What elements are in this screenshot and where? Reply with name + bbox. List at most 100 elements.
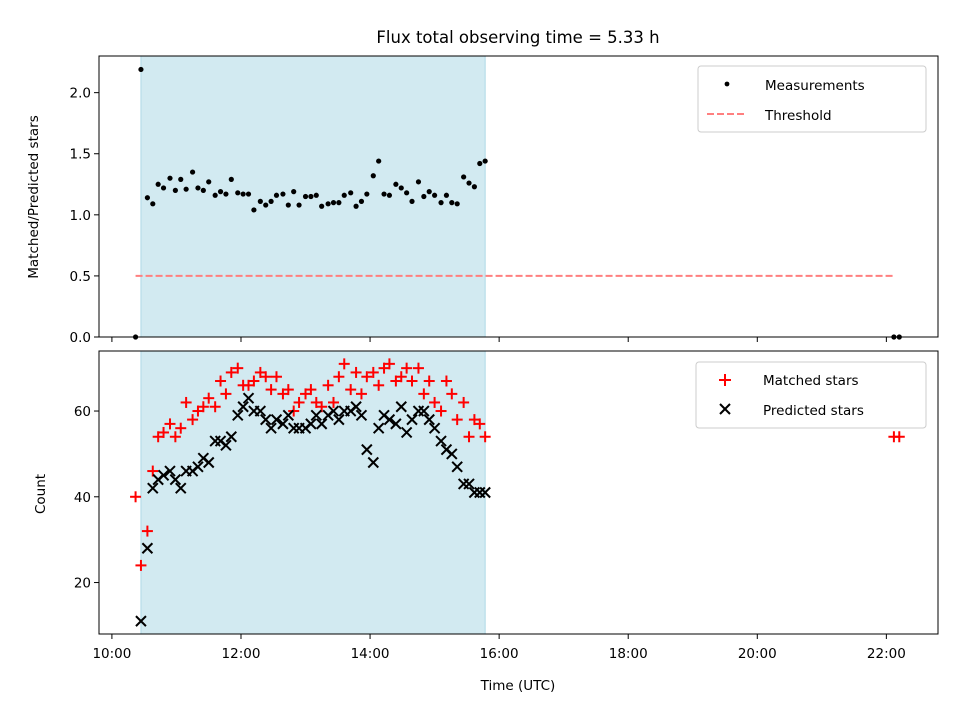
- measurement-point: [409, 198, 415, 204]
- measurement-point: [415, 179, 422, 185]
- matched-star-point: [158, 426, 170, 438]
- matched-star-point: [338, 358, 350, 370]
- matched-star-point: [175, 422, 187, 434]
- matched-star-point: [406, 375, 418, 387]
- y-tick-label: 60: [74, 404, 91, 420]
- measurement-point: [183, 186, 189, 192]
- measurement-point: [263, 202, 269, 208]
- predicted-star-point: [282, 409, 295, 422]
- y-axis-label-top: Matched/Predicted stars: [26, 115, 42, 278]
- predicted-star-point: [225, 431, 238, 443]
- measurement-point: [251, 207, 257, 213]
- measurement-point: [325, 201, 331, 207]
- matched-star-point: [446, 388, 458, 400]
- matched-star-point: [265, 384, 277, 396]
- measurement-point: [471, 184, 477, 190]
- matched-star-point: [429, 396, 441, 408]
- matched-star-point: [451, 414, 463, 426]
- measurement-point: [257, 198, 263, 204]
- y-axis-ticks-top: 0.0 0.5 1.0 1.5 2.0: [70, 86, 99, 346]
- measurement-point: [189, 169, 196, 175]
- matched-star-point: [345, 384, 357, 396]
- measurement-point: [150, 201, 156, 207]
- predicted-star-point: [277, 418, 289, 430]
- measurement-point: [477, 160, 483, 167]
- predicted-star-point: [435, 435, 447, 447]
- measurement-point: [336, 200, 342, 206]
- matched-star-point: [479, 431, 491, 443]
- y-tick-label: 1.0: [70, 208, 91, 224]
- y-tick-label: 40: [74, 490, 91, 506]
- legend-marker-predicted: [719, 403, 731, 415]
- matched-star-point: [232, 362, 244, 374]
- measurement-point: [228, 176, 234, 182]
- measurement-point: [341, 192, 347, 198]
- predicted-star-point: [254, 405, 267, 417]
- measurement-point: [364, 191, 370, 197]
- x-axis-label: Time (UTC): [480, 678, 556, 694]
- measurement-point: [212, 192, 218, 198]
- measurement-point: [138, 66, 144, 73]
- measurement-point: [172, 187, 178, 193]
- measurement-point: [217, 189, 224, 195]
- measurement-point: [280, 191, 286, 197]
- measurement-point: [223, 191, 229, 197]
- matched-star-point: [355, 388, 367, 400]
- matched-star-point: [401, 362, 413, 374]
- matched-star-point: [412, 362, 424, 374]
- measurement-point: [404, 190, 410, 196]
- predicted-star-point: [372, 422, 385, 434]
- predicted-star-point: [315, 418, 328, 430]
- measurement-point: [386, 192, 393, 198]
- predicted-star-point: [242, 392, 255, 404]
- matched-star-point: [260, 371, 272, 383]
- measurement-point: [426, 189, 432, 195]
- measurement-point: [160, 185, 167, 191]
- measurement-point: [273, 192, 280, 198]
- matched-star-point: [367, 366, 379, 378]
- matched-star-point: [135, 559, 147, 571]
- matched-star-point: [322, 379, 334, 391]
- predicted-star-point: [232, 409, 244, 422]
- measurement-point: [443, 192, 450, 198]
- matched-star-point: [225, 366, 237, 378]
- measurement-point: [200, 187, 206, 193]
- y-tick-label: 1.5: [70, 147, 91, 163]
- legend-marker-matched: [719, 374, 731, 386]
- predicted-star-point: [355, 409, 368, 422]
- measurement-point: [461, 174, 467, 180]
- measurement-point: [178, 176, 184, 182]
- legend-top: Measurements Threshold: [697, 65, 927, 133]
- matched-star-point: [395, 371, 407, 383]
- x-tick-label: 22:00: [867, 646, 906, 662]
- measurement-point: [398, 185, 404, 191]
- plot-frame-bottom: [98, 350, 939, 635]
- x-tick-label: 10:00: [92, 646, 131, 662]
- predicted-star-point: [428, 422, 441, 434]
- measurement-point: [438, 200, 444, 206]
- predicted-star-point: [310, 409, 322, 422]
- predicted-star-point: [135, 615, 147, 627]
- y-axis-ticks-bottom: 20 40 60: [74, 404, 99, 592]
- matched-star-point: [458, 396, 470, 408]
- y-tick-label: 0.5: [70, 269, 91, 285]
- y-tick-label: 2.0: [70, 86, 91, 102]
- measurement-point: [449, 200, 455, 206]
- measurement-point: [195, 185, 201, 191]
- predicted-star-point: [147, 482, 159, 494]
- matched-star-point: [164, 418, 176, 430]
- measurement-point: [348, 190, 354, 196]
- measurement-point: [358, 198, 365, 204]
- predicted-star-point: [192, 461, 204, 473]
- matched-star-point: [440, 375, 452, 387]
- predicted-star-point: [418, 405, 430, 417]
- measurement-point: [296, 202, 302, 208]
- matched-star-point: [187, 414, 199, 426]
- observing-window-shade-bottom: [140, 350, 486, 635]
- matched-star-point: [209, 401, 221, 413]
- measurement-point: [432, 192, 438, 198]
- matched-star-point: [248, 375, 260, 387]
- measurement-point: [482, 158, 488, 164]
- predicted-star-point: [175, 482, 187, 494]
- predicted-star-point: [479, 486, 491, 499]
